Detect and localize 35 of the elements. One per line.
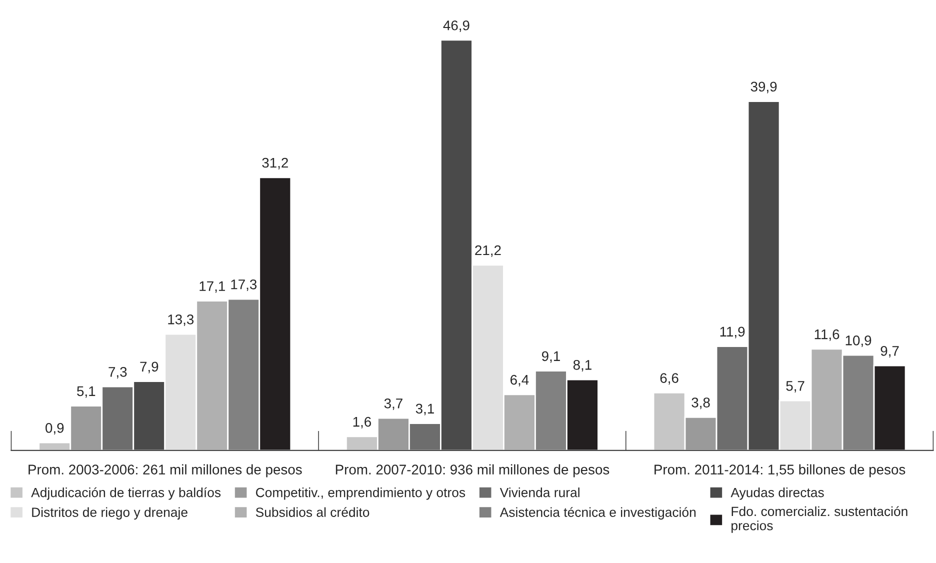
data-label: 5,1 [77, 386, 96, 398]
data-label: 11,9 [720, 326, 745, 338]
data-label: 21,2 [475, 245, 501, 257]
data-label: 7,3 [108, 366, 127, 378]
legend-label: Subsidios al crédito [256, 507, 370, 517]
legend-label: Asistencia técnica e investigación [500, 507, 696, 520]
data-label: 7,9 [140, 362, 158, 374]
data-label: 3,7 [384, 398, 402, 410]
data-label: 10,9 [846, 335, 872, 347]
legend-label: Distritos de riego y drenaje [32, 507, 188, 520]
data-label: 3,1 [416, 404, 434, 416]
data-label: 1,6 [353, 416, 372, 428]
data-label: 11,6 [814, 329, 840, 341]
legend-label: Competitiv., emprendimiento y otros [256, 488, 466, 500]
legend-label: Vivienda rural [500, 488, 580, 498]
x-tick-label: Prom. 2007-2010: 936 mil millones de pesos [336, 464, 610, 478]
data-label: 6,4 [510, 374, 529, 386]
data-label: 9,7 [880, 346, 899, 358]
data-label: 13,3 [168, 314, 194, 326]
data-label: 8,1 [573, 360, 592, 372]
data-label: 46,9 [443, 20, 470, 32]
data-label: 39,9 [750, 82, 777, 94]
legend-label: Fdo. comercializ. sustentación precios [732, 506, 908, 533]
data-label: 17,3 [231, 279, 257, 291]
legend-label: Ayudas directas [730, 488, 824, 500]
data-label: 6,6 [660, 373, 678, 385]
data-label: 31,2 [262, 158, 288, 170]
data-label: 5,7 [786, 381, 804, 392]
data-label: 3,8 [692, 398, 710, 410]
data-label: 9,1 [542, 351, 560, 363]
data-label: 17,1 [200, 281, 225, 293]
x-tick-label: Prom. 2003-2006: 261 mil millones de pesos [28, 464, 302, 478]
x-tick-label: Prom. 2011-2014: 1,55 billones de pesos [654, 464, 906, 478]
data-label: 0,9 [46, 423, 64, 434]
legend-label: Adjudicación de tierras y baldíos [31, 487, 221, 500]
